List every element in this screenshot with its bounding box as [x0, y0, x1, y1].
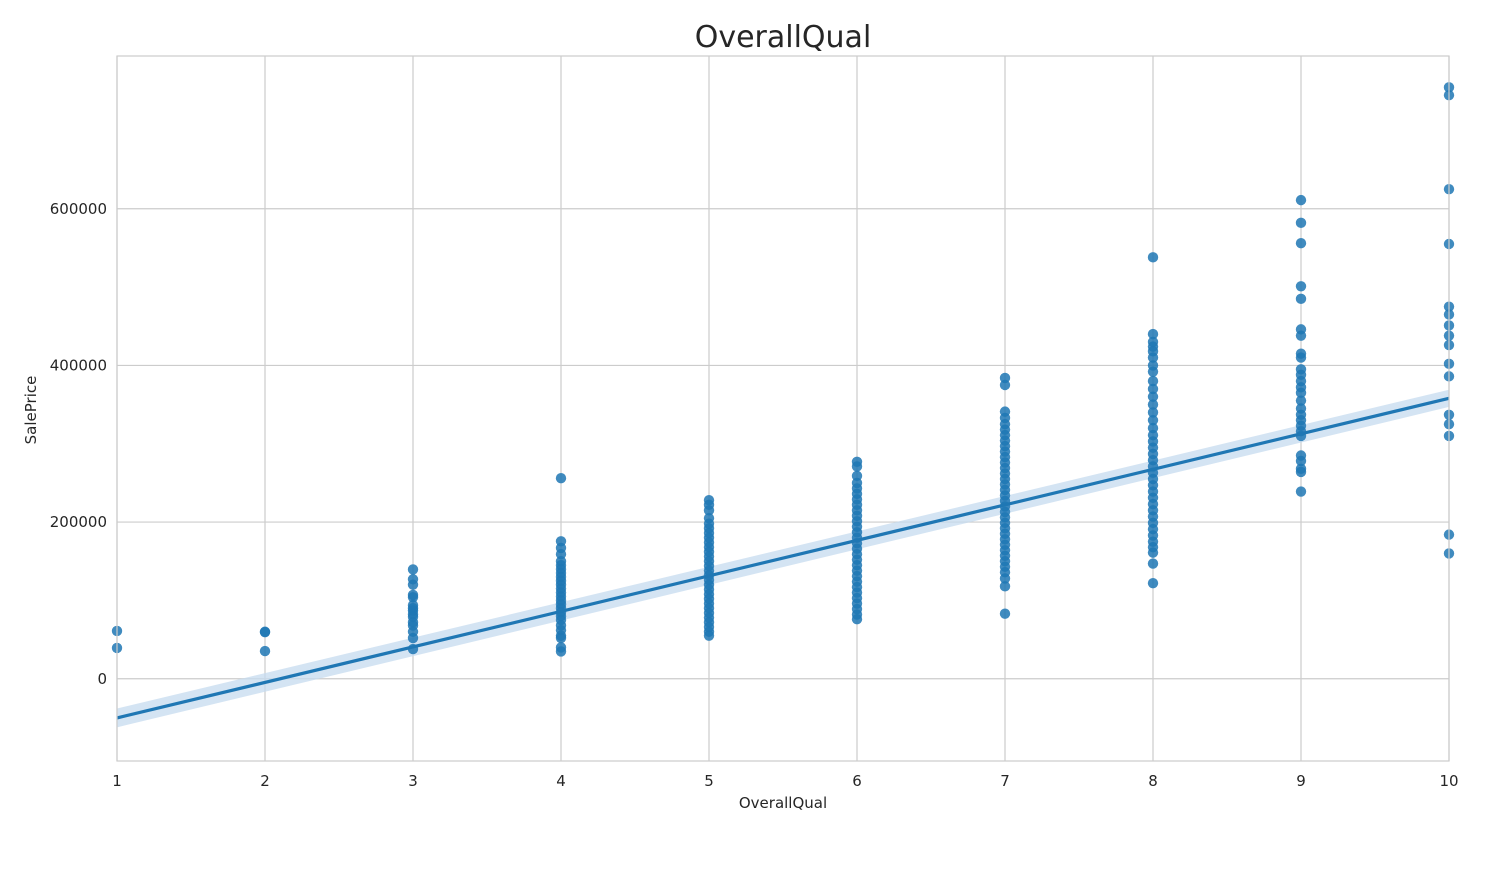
y-tick-labels: 0 200000 400000 600000: [50, 200, 107, 688]
data-point: [555, 632, 567, 644]
data-point: [1295, 293, 1307, 305]
data-point: [999, 581, 1011, 592]
data-point: [1147, 577, 1159, 589]
data-point: [1147, 399, 1159, 410]
plot-frame: [116, 55, 1450, 762]
data-point: [555, 646, 567, 657]
x-tick-label: 4: [556, 772, 566, 790]
data-points: [111, 82, 1455, 657]
x-axis-label: OverallQual: [739, 794, 827, 812]
data-point: [407, 564, 419, 575]
x-tick-label: 9: [1296, 772, 1306, 790]
data-point: [1295, 387, 1307, 399]
data-point: [1147, 328, 1159, 340]
data-point: [259, 626, 271, 638]
data-point: [1147, 407, 1159, 418]
data-point: [999, 379, 1011, 391]
data-point: [259, 645, 271, 657]
data-point: [1147, 375, 1159, 387]
data-point: [407, 592, 419, 603]
data-point: [1295, 466, 1307, 478]
data-point: [1147, 366, 1159, 377]
data-point: [1147, 391, 1159, 402]
data-point: [1295, 486, 1307, 497]
chart-title: OverallQual: [695, 20, 872, 55]
data-point: [555, 473, 567, 484]
data-point: [703, 630, 715, 641]
data-point: [1295, 330, 1307, 341]
data-point: [1147, 352, 1159, 363]
x-tick-label: 5: [704, 772, 714, 790]
y-tick-label: 600000: [50, 200, 107, 218]
x-tick-labels: 1 2 3 4 5 6 7 8 9 10: [112, 772, 1458, 790]
data-point: [703, 505, 715, 516]
x-tick-label: 8: [1148, 772, 1158, 790]
y-axis-label: SalePrice: [22, 376, 40, 445]
data-point: [999, 608, 1011, 619]
data-point: [1147, 383, 1159, 395]
data-point: [999, 573, 1011, 584]
data-point: [1147, 558, 1159, 569]
x-tick-label: 7: [1000, 772, 1010, 790]
x-tick-label: 2: [260, 772, 270, 790]
data-point: [1295, 455, 1307, 467]
data-point: [851, 461, 863, 472]
grid: [116, 56, 1450, 761]
data-point: [851, 614, 863, 625]
data-point: [1147, 415, 1159, 426]
y-tick-label: 0: [97, 670, 107, 688]
data-point: [1147, 252, 1159, 263]
x-tick-label: 1: [112, 772, 122, 790]
data-point: [1147, 547, 1159, 558]
x-tick-label: 3: [408, 772, 418, 790]
data-point: [407, 632, 419, 644]
y-tick-label: 400000: [50, 356, 107, 374]
data-point: [1295, 352, 1307, 363]
data-point: [1295, 395, 1307, 406]
regression-line-layer: [116, 396, 1450, 720]
data-point: [407, 579, 419, 590]
data-point: [1295, 281, 1307, 292]
data-point: [1295, 217, 1307, 229]
x-tick-label: 10: [1439, 772, 1458, 790]
y-tick-label: 200000: [50, 513, 107, 531]
regression-line: [116, 396, 1450, 720]
data-point: [1295, 238, 1307, 249]
data-point: [1295, 194, 1307, 206]
x-tick-label: 6: [852, 772, 862, 790]
